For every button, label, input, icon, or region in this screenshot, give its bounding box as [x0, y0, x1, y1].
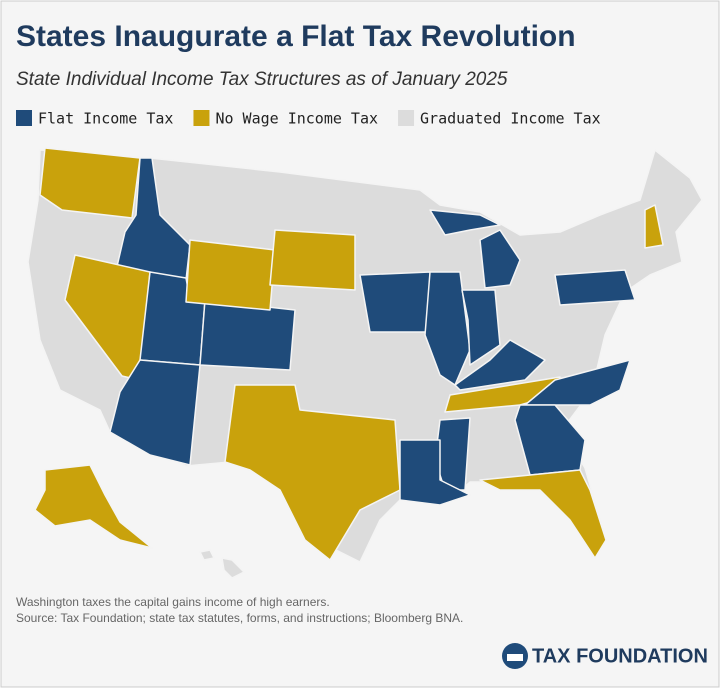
legend-label: Flat Income Tax — [38, 110, 173, 128]
legend-label: Graduated Income Tax — [420, 110, 601, 128]
state — [399, 439, 471, 506]
state — [479, 229, 521, 289]
state — [461, 289, 501, 366]
state — [554, 269, 636, 306]
state — [479, 469, 607, 559]
legend-swatch — [16, 110, 32, 126]
state — [199, 299, 296, 371]
legend-swatch — [193, 110, 210, 126]
state — [221, 557, 245, 579]
note: Washington taxes the capital gains incom… — [16, 595, 330, 609]
state — [199, 549, 215, 561]
logo-icon-detail — [507, 654, 523, 661]
legend: Flat Income Tax No Wage Income Tax Graduat… — [16, 110, 601, 128]
subtitle: State Individual Income Tax Structures a… — [16, 69, 508, 90]
legend-label: No Wage Income Tax — [215, 110, 378, 128]
legend-swatch — [398, 110, 415, 126]
state — [269, 229, 356, 291]
source: Source: Tax Foundation; state tax statut… — [16, 611, 463, 625]
state — [34, 464, 153, 549]
title: States Inaugurate a Flat Tax Revolution — [16, 20, 576, 53]
state — [109, 359, 201, 466]
state — [454, 339, 546, 391]
logo-text: TAX FOUNDATION — [532, 645, 708, 667]
state — [644, 204, 664, 249]
state — [429, 209, 501, 236]
state — [185, 239, 276, 311]
state — [39, 147, 141, 219]
logo: TAX FOUNDATION — [502, 643, 708, 669]
state — [224, 384, 401, 561]
map — [27, 147, 703, 579]
